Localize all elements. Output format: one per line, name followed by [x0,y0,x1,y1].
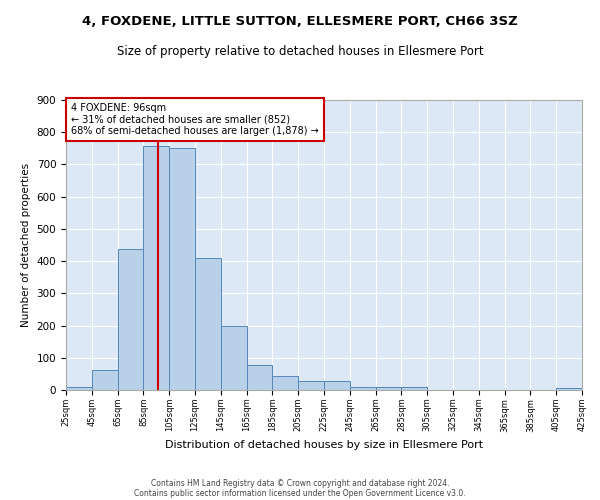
Y-axis label: Number of detached properties: Number of detached properties [21,163,31,327]
Bar [247,365,272,390]
Text: Contains HM Land Registry data © Crown copyright and database right 2024.: Contains HM Land Registry data © Crown c… [151,478,449,488]
Text: Size of property relative to detached houses in Ellesmere Port: Size of property relative to detached ho… [116,45,484,58]
X-axis label: Distribution of detached houses by size in Ellesmere Port: Distribution of detached houses by size … [165,440,483,450]
Bar [401,388,427,390]
Bar [118,249,143,390]
Bar [169,148,195,390]
Text: 4 FOXDENE: 96sqm
← 31% of detached houses are smaller (852)
68% of semi-detached: 4 FOXDENE: 96sqm ← 31% of detached house… [71,103,319,136]
Bar [272,376,298,390]
Bar [324,382,350,390]
Bar [143,146,169,390]
Bar [221,326,247,390]
Bar [195,258,221,390]
Bar [556,388,582,390]
Bar [298,381,324,390]
Bar [376,387,401,390]
Text: Contains public sector information licensed under the Open Government Licence v3: Contains public sector information licen… [134,488,466,498]
Bar [350,387,376,390]
Bar [92,370,118,390]
Bar [66,387,92,390]
Text: 4, FOXDENE, LITTLE SUTTON, ELLESMERE PORT, CH66 3SZ: 4, FOXDENE, LITTLE SUTTON, ELLESMERE POR… [82,15,518,28]
